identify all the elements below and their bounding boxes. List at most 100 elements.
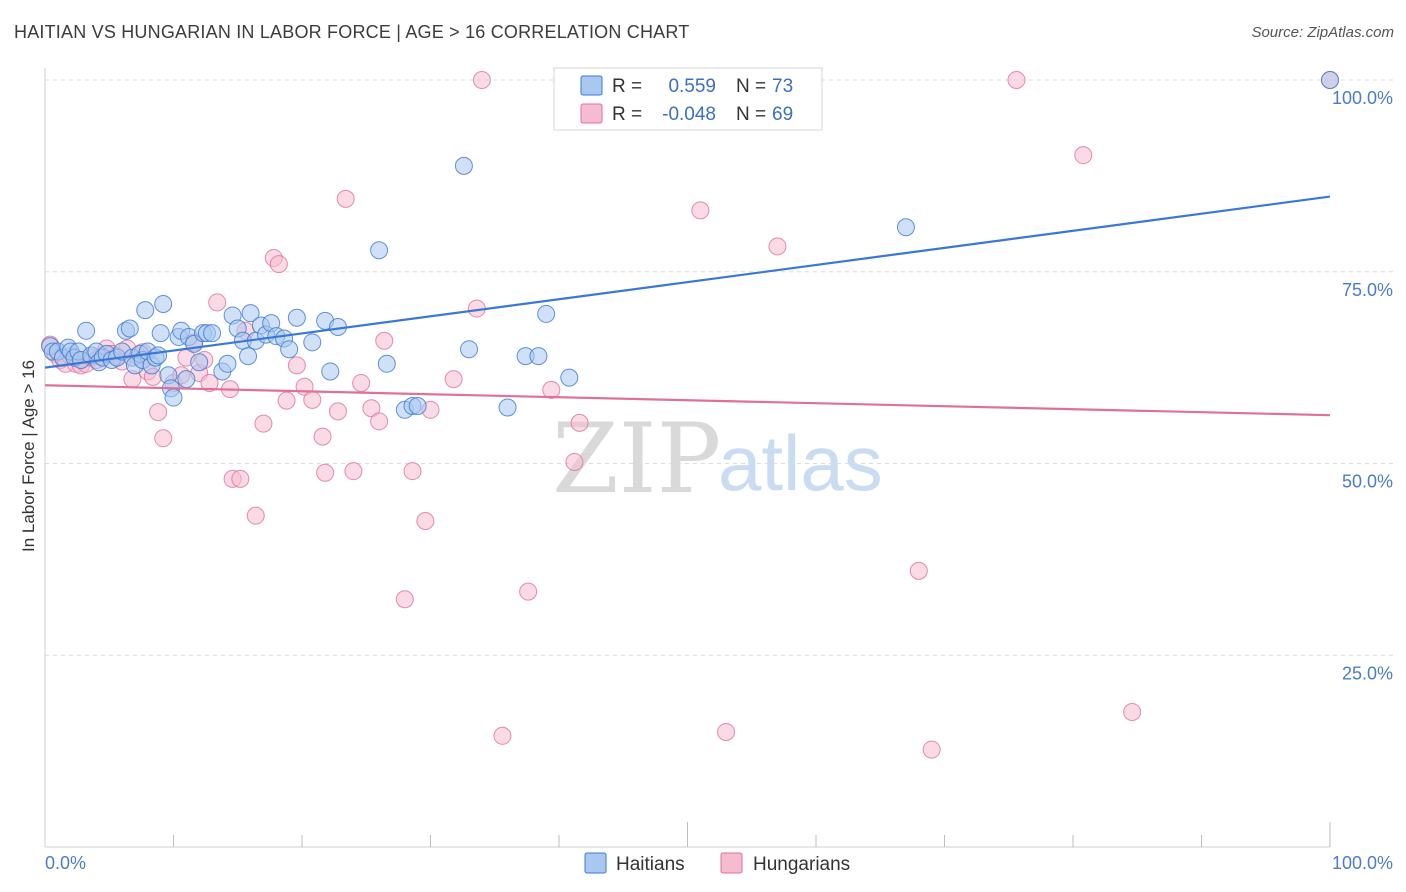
hungarians-point: [570, 413, 589, 432]
haitians-point: [164, 388, 183, 407]
haitians-point: [303, 333, 322, 352]
chart-title: HAITIAN VS HUNGARIAN IN LABOR FORCE | AG…: [14, 22, 690, 42]
legend-n-label-hungarians: N =: [736, 104, 766, 125]
series-legend-swatch-haitians: [584, 852, 607, 874]
hungarians-point: [565, 452, 584, 471]
haitians-point: [454, 156, 473, 175]
hungarians-point: [403, 462, 422, 481]
haitians-point: [287, 308, 306, 327]
haitians-point: [239, 347, 258, 366]
haitians-points: [41, 71, 1339, 419]
hungarians-trendline: [44, 384, 1331, 417]
hungarians-point: [472, 71, 491, 89]
y-tick-labels: 25.0% 50.0% 75.0% 100.0%: [1332, 88, 1393, 683]
source-credit: Source: ZipAtlas.com: [1251, 24, 1394, 41]
haitians-point: [154, 294, 173, 313]
x-tick-marks: [173, 822, 1331, 847]
hungarians-point: [1074, 146, 1093, 165]
legend-r-value-haitians: 0.559: [668, 76, 716, 97]
y-axis-label: In Labor Force | Age > 16: [19, 360, 38, 552]
hungarians-point: [246, 506, 265, 525]
haitians-point: [241, 304, 260, 323]
haitians-point: [537, 304, 556, 323]
hungarians-point: [768, 237, 787, 256]
haitians-point: [1321, 71, 1339, 89]
hungarians-point: [352, 373, 371, 392]
haitians-point: [151, 324, 170, 343]
hungarians-point: [154, 429, 173, 448]
hungarians-point: [231, 469, 250, 488]
legend-r-label-haitians: R =: [612, 76, 642, 97]
series-legend: Haitians Hungarians: [584, 852, 850, 875]
haitians-point: [177, 370, 196, 389]
series-legend-hungarians: Hungarians: [753, 854, 850, 875]
haitians-point: [460, 340, 479, 359]
hungarians-point: [691, 201, 710, 220]
hungarians-point: [200, 373, 219, 392]
watermark: ZIP atlas: [552, 403, 883, 515]
haitians-point: [370, 241, 389, 260]
hungarians-point: [287, 356, 306, 375]
hungarians-point: [909, 561, 928, 580]
haitians-point: [408, 396, 427, 415]
haitians-point: [498, 398, 517, 417]
legend-n-value-hungarians: 69: [772, 104, 793, 125]
hungarians-point: [254, 414, 273, 433]
haitians-point: [77, 321, 96, 340]
hungarians-point: [328, 402, 347, 421]
hungarians-point: [313, 427, 332, 446]
hungarians-point: [149, 403, 168, 422]
hungarians-point: [1007, 71, 1026, 89]
y-tick-label: 50.0%: [1342, 472, 1393, 492]
haitians-point: [136, 301, 155, 320]
hungarians-points: [41, 71, 1339, 759]
hungarians-point: [336, 189, 355, 208]
hungarians-point: [344, 462, 363, 481]
legend-r-value-hungarians: -0.048: [662, 104, 716, 125]
legend-n-value-haitians: 73: [772, 76, 793, 97]
hungarians-point: [416, 512, 435, 531]
haitians-point: [280, 340, 299, 359]
y-tick-label: 100.0%: [1332, 88, 1393, 108]
hungarians-point: [375, 331, 394, 350]
hungarians-point: [370, 412, 389, 431]
haitians-point: [560, 368, 579, 387]
haitians-point: [529, 347, 548, 366]
haitians-point: [149, 346, 168, 365]
haitians-point: [203, 324, 222, 343]
series-legend-swatch-hungarians: [720, 852, 743, 874]
gridlines: [45, 79, 1393, 656]
hungarians-point: [922, 740, 941, 759]
hungarians-point: [542, 380, 561, 399]
x-tick-label-max: 100.0%: [1332, 853, 1393, 873]
series-legend-haitians: Haitians: [616, 854, 685, 875]
hungarians-point: [303, 390, 322, 409]
haitians-point: [218, 354, 237, 373]
haitians-point: [190, 353, 209, 372]
y-tick-label: 75.0%: [1342, 280, 1393, 300]
haitians-point: [120, 319, 139, 338]
hungarians-point: [444, 370, 463, 389]
haitians-point: [896, 218, 915, 237]
hungarians-point: [277, 391, 296, 410]
trendlines: [44, 195, 1331, 417]
hungarians-point: [208, 293, 227, 312]
legend-swatch-hungarians: [580, 103, 603, 124]
hungarians-point: [519, 582, 538, 601]
haitians-point: [321, 362, 340, 381]
correlation-legend: R = 0.559 N = 73 R = -0.048 N = 69: [553, 67, 823, 131]
x-tick-label-min: 0.0%: [45, 853, 86, 873]
hungarians-point: [493, 726, 512, 745]
haitians-point: [377, 354, 396, 373]
legend-swatch-haitians: [580, 75, 603, 96]
hungarians-point: [269, 255, 288, 274]
y-tick-label: 25.0%: [1342, 663, 1393, 683]
hungarians-point: [395, 590, 414, 609]
hungarians-point: [717, 722, 736, 741]
legend-r-label-hungarians: R =: [612, 104, 642, 125]
haitians-trendline: [44, 195, 1331, 369]
legend-n-label-haitians: N =: [736, 76, 766, 97]
hungarians-point: [1123, 703, 1142, 722]
hungarians-point: [316, 463, 335, 482]
